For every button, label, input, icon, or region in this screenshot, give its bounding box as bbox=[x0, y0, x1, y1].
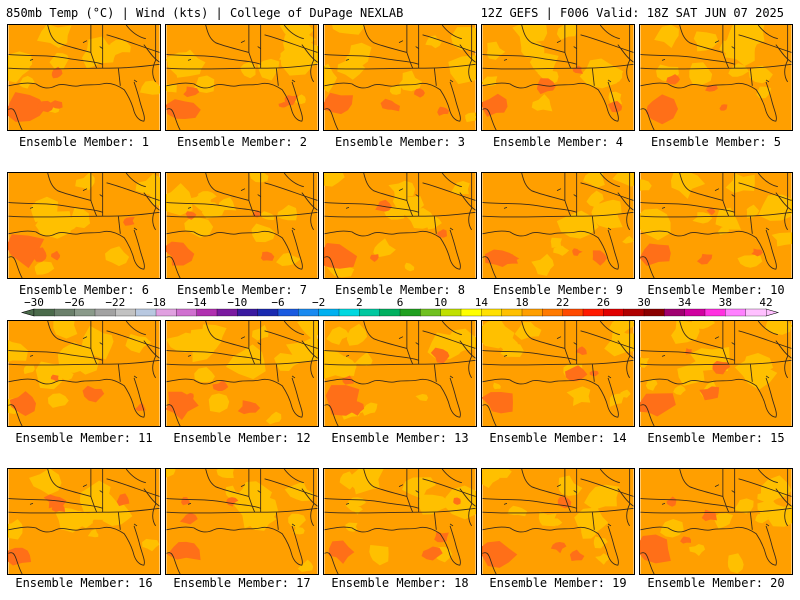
colorbar-swatch bbox=[562, 308, 584, 317]
colorbar-tick-label: −10 bbox=[227, 297, 247, 309]
colorbar-swatch bbox=[460, 308, 482, 317]
ensemble-map-panel bbox=[7, 468, 161, 575]
colorbar-swatch bbox=[196, 308, 218, 317]
ensemble-map-panel bbox=[639, 24, 793, 131]
colorbar-swatch bbox=[94, 308, 116, 317]
ensemble-member-label: Ensemble Member: 10 bbox=[647, 283, 785, 297]
ensemble-member-label: Ensemble Member: 15 bbox=[647, 431, 785, 445]
colorbar-tick-label: 42 bbox=[759, 297, 772, 309]
ensemble-map-panel bbox=[7, 320, 161, 427]
ensemble-map-panel bbox=[323, 468, 477, 575]
colorbar-swatch bbox=[399, 308, 421, 317]
colorbar-tick-label: 2 bbox=[356, 297, 363, 309]
ensemble-map-panel bbox=[323, 172, 477, 279]
colorbar-tick-label: −26 bbox=[65, 297, 85, 309]
ensemble-member-label: Ensemble Member: 2 bbox=[176, 135, 308, 149]
colorbar-swatch bbox=[338, 308, 360, 317]
ensemble-member-label: Ensemble Member: 6 bbox=[18, 283, 150, 297]
colorbar-swatch bbox=[257, 308, 279, 317]
colorbar-swatch bbox=[501, 308, 523, 317]
ensemble-member-label: Ensemble Member: 12 bbox=[173, 431, 311, 445]
ensemble-map-panel bbox=[165, 468, 319, 575]
colorbar-swatch bbox=[603, 308, 625, 317]
colorbar-swatch bbox=[643, 308, 665, 317]
ensemble-map-panel bbox=[323, 320, 477, 427]
colorbar-tick-label: 30 bbox=[637, 297, 650, 309]
colorbar-swatch bbox=[135, 308, 157, 317]
ensemble-map-panel bbox=[165, 320, 319, 427]
ensemble-member-label: Ensemble Member: 20 bbox=[647, 576, 785, 590]
colorbar-swatch bbox=[582, 308, 604, 317]
ensemble-map-panel bbox=[639, 172, 793, 279]
colorbar-swatch bbox=[155, 308, 177, 317]
ensemble-member-label: Ensemble Member: 7 bbox=[176, 283, 308, 297]
ensemble-map-panel bbox=[165, 172, 319, 279]
ensemble-member-label: Ensemble Member: 13 bbox=[331, 431, 469, 445]
colorbar-tick-label: 34 bbox=[678, 297, 692, 309]
ensemble-member-label: Ensemble Member: 5 bbox=[650, 135, 782, 149]
colorbar-swatch bbox=[54, 308, 76, 317]
colorbar-tick-label: −22 bbox=[105, 297, 125, 309]
colorbar-swatch bbox=[176, 308, 198, 317]
colorbar-tick-label: 6 bbox=[397, 297, 404, 309]
map-title: 850mb Temp (°C) | Wind (kts) | College o… bbox=[6, 6, 404, 20]
ensemble-map-panel bbox=[7, 24, 161, 131]
colorbar-swatch bbox=[745, 308, 767, 317]
colorbar-tick-label: 14 bbox=[475, 297, 489, 309]
colorbar-tick-label: 38 bbox=[719, 297, 732, 309]
ensemble-map-panel bbox=[639, 468, 793, 575]
colorbar-tick-label: −6 bbox=[271, 297, 284, 309]
colorbar-tick-label: −18 bbox=[146, 297, 166, 309]
colorbar-swatch bbox=[359, 308, 381, 317]
temperature-colorbar: −30 −26 −22 −18 −14 −10 −6 −2 2 6 10 14 18 22 26 30 34 38… bbox=[20, 297, 780, 317]
colorbar-swatch bbox=[481, 308, 503, 317]
colorbar-swatch bbox=[704, 308, 726, 317]
ensemble-map-panel bbox=[323, 24, 477, 131]
ensemble-member-label: Ensemble Member: 4 bbox=[492, 135, 624, 149]
colorbar-swatch bbox=[237, 308, 259, 317]
colorbar-swatch bbox=[521, 308, 543, 317]
ensemble-map-panel bbox=[481, 24, 635, 131]
ensemble-member-label: Ensemble Member: 9 bbox=[492, 283, 624, 297]
colorbar-tick-label: −2 bbox=[312, 297, 325, 309]
ensemble-member-label: Ensemble Member: 19 bbox=[489, 576, 627, 590]
ensemble-member-label: Ensemble Member: 11 bbox=[15, 431, 153, 445]
colorbar-swatch bbox=[33, 308, 55, 317]
ensemble-map-panel bbox=[481, 172, 635, 279]
ensemble-map-panel bbox=[639, 320, 793, 427]
colorbar-swatch bbox=[725, 308, 747, 317]
ensemble-member-label: Ensemble Member: 18 bbox=[331, 576, 469, 590]
colorbar-swatch bbox=[623, 308, 645, 317]
colorbar-swatch bbox=[664, 308, 686, 317]
ensemble-member-label: Ensemble Member: 17 bbox=[173, 576, 311, 590]
colorbar-tick-label: 22 bbox=[556, 297, 569, 309]
colorbar-swatch bbox=[379, 308, 401, 317]
ensemble-member-label: Ensemble Member: 8 bbox=[334, 283, 466, 297]
colorbar-swatch bbox=[684, 308, 706, 317]
colorbar-swatch bbox=[216, 308, 238, 317]
ensemble-member-label: Ensemble Member: 16 bbox=[15, 576, 153, 590]
model-run-info: 12Z GEFS | F006 Valid: 18Z SAT JUN 07 20… bbox=[480, 6, 784, 20]
ensemble-map-panel bbox=[165, 24, 319, 131]
colorbar-swatch bbox=[420, 308, 442, 317]
colorbar-swatch bbox=[74, 308, 96, 317]
colorbar-swatch bbox=[542, 308, 564, 317]
ensemble-map-panel bbox=[7, 172, 161, 279]
ensemble-member-label: Ensemble Member: 3 bbox=[334, 135, 466, 149]
ensemble-member-label: Ensemble Member: 14 bbox=[489, 431, 627, 445]
ensemble-map-panel bbox=[481, 468, 635, 575]
colorbar-tick-label: −14 bbox=[187, 297, 207, 309]
colorbar-swatch bbox=[298, 308, 320, 317]
colorbar-swatch bbox=[318, 308, 340, 317]
colorbar-swatch bbox=[440, 308, 462, 317]
colorbar-swatch bbox=[277, 308, 299, 317]
colorbar-tick-label: 18 bbox=[515, 297, 528, 309]
colorbar-swatch bbox=[115, 308, 137, 317]
colorbar-tick-label: −30 bbox=[24, 297, 44, 309]
colorbar-tick-label: 10 bbox=[434, 297, 447, 309]
ensemble-member-label: Ensemble Member: 1 bbox=[18, 135, 150, 149]
colorbar-tick-label: 26 bbox=[597, 297, 610, 309]
ensemble-map-panel bbox=[481, 320, 635, 427]
